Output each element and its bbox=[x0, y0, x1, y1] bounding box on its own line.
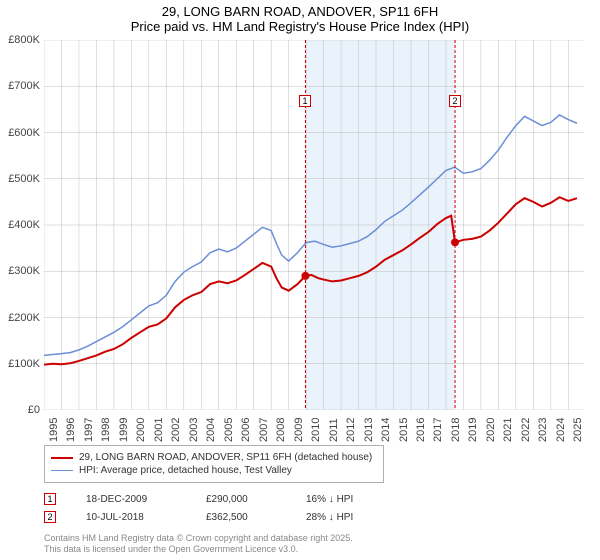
chart-container: 29, LONG BARN ROAD, ANDOVER, SP11 6FH Pr… bbox=[0, 0, 600, 560]
marker-table-row-1: 1 18-DEC-2009 £290,000 16% ↓ HPI bbox=[44, 490, 406, 508]
marker-pct-1: 16% ↓ HPI bbox=[306, 494, 406, 505]
attribution-line-1: Contains HM Land Registry data © Crown c… bbox=[44, 533, 353, 545]
x-tick-label: 2025 bbox=[572, 418, 584, 442]
x-tick-label: 2006 bbox=[240, 418, 252, 442]
x-tick-label: 1996 bbox=[65, 418, 77, 442]
x-tick-label: 2003 bbox=[188, 418, 200, 442]
x-tick-label: 2000 bbox=[135, 418, 147, 442]
x-tick-label: 1997 bbox=[83, 418, 95, 442]
x-tick-label: 2017 bbox=[432, 418, 444, 442]
attribution-block: Contains HM Land Registry data © Crown c… bbox=[44, 533, 353, 556]
x-tick-label: 2022 bbox=[520, 418, 532, 442]
chart-plot-area: 12 bbox=[44, 40, 584, 410]
marker-date-1: 18-DEC-2009 bbox=[86, 494, 206, 505]
x-tick-label: 2002 bbox=[170, 418, 182, 442]
title-line-2: Price paid vs. HM Land Registry's House … bbox=[0, 19, 600, 34]
x-tick-label: 2009 bbox=[293, 418, 305, 442]
legend-swatch-blue bbox=[51, 470, 73, 471]
y-tick-label: £700K bbox=[0, 80, 40, 92]
marker-price-2: £362,500 bbox=[206, 512, 306, 523]
marker-num-1: 1 bbox=[44, 493, 56, 505]
y-tick-label: £400K bbox=[0, 219, 40, 231]
legend-row-price-paid: 29, LONG BARN ROAD, ANDOVER, SP11 6FH (d… bbox=[51, 452, 377, 463]
y-tick-label: £0 bbox=[0, 404, 40, 416]
x-tick-label: 1995 bbox=[48, 418, 60, 442]
chart-svg bbox=[44, 40, 584, 410]
legend-row-hpi: HPI: Average price, detached house, Test… bbox=[51, 465, 377, 476]
x-tick-label: 2007 bbox=[258, 418, 270, 442]
x-tick-label: 2023 bbox=[537, 418, 549, 442]
x-tick-label: 1998 bbox=[100, 418, 112, 442]
y-tick-label: £600K bbox=[0, 127, 40, 139]
legend-label-hpi: HPI: Average price, detached house, Test… bbox=[79, 465, 292, 476]
title-block: 29, LONG BARN ROAD, ANDOVER, SP11 6FH Pr… bbox=[0, 0, 600, 34]
chart-marker-label-2: 2 bbox=[449, 95, 461, 107]
x-tick-label: 2004 bbox=[205, 418, 217, 442]
attribution-line-2: This data is licensed under the Open Gov… bbox=[44, 544, 353, 556]
marker-table: 1 18-DEC-2009 £290,000 16% ↓ HPI 2 10-JU… bbox=[44, 490, 406, 526]
chart-marker-label-1: 1 bbox=[299, 95, 311, 107]
x-tick-label: 2013 bbox=[363, 418, 375, 442]
x-tick-label: 2018 bbox=[450, 418, 462, 442]
x-tick-label: 2014 bbox=[380, 418, 392, 442]
x-tick-label: 2005 bbox=[223, 418, 235, 442]
y-tick-label: £100K bbox=[0, 358, 40, 370]
y-tick-label: £300K bbox=[0, 265, 40, 277]
x-tick-label: 2021 bbox=[502, 418, 514, 442]
x-tick-label: 2001 bbox=[153, 418, 165, 442]
x-tick-label: 2019 bbox=[467, 418, 479, 442]
y-tick-label: £800K bbox=[0, 34, 40, 46]
y-tick-label: £200K bbox=[0, 312, 40, 324]
x-tick-label: 2011 bbox=[328, 418, 340, 442]
y-tick-label: £500K bbox=[0, 173, 40, 185]
x-tick-label: 2024 bbox=[555, 418, 567, 442]
marker-table-row-2: 2 10-JUL-2018 £362,500 28% ↓ HPI bbox=[44, 508, 406, 526]
x-tick-label: 1999 bbox=[118, 418, 130, 442]
legend-label-price-paid: 29, LONG BARN ROAD, ANDOVER, SP11 6FH (d… bbox=[79, 452, 372, 463]
x-tick-label: 2010 bbox=[310, 418, 322, 442]
legend-box: 29, LONG BARN ROAD, ANDOVER, SP11 6FH (d… bbox=[44, 445, 384, 483]
x-tick-label: 2015 bbox=[398, 418, 410, 442]
x-tick-label: 2012 bbox=[345, 418, 357, 442]
marker-date-2: 10-JUL-2018 bbox=[86, 512, 206, 523]
legend-swatch-red bbox=[51, 457, 73, 459]
marker-num-2: 2 bbox=[44, 511, 56, 523]
marker-price-1: £290,000 bbox=[206, 494, 306, 505]
x-tick-label: 2020 bbox=[485, 418, 497, 442]
marker-pct-2: 28% ↓ HPI bbox=[306, 512, 406, 523]
title-line-1: 29, LONG BARN ROAD, ANDOVER, SP11 6FH bbox=[0, 4, 600, 19]
x-tick-label: 2008 bbox=[275, 418, 287, 442]
x-tick-label: 2016 bbox=[415, 418, 427, 442]
